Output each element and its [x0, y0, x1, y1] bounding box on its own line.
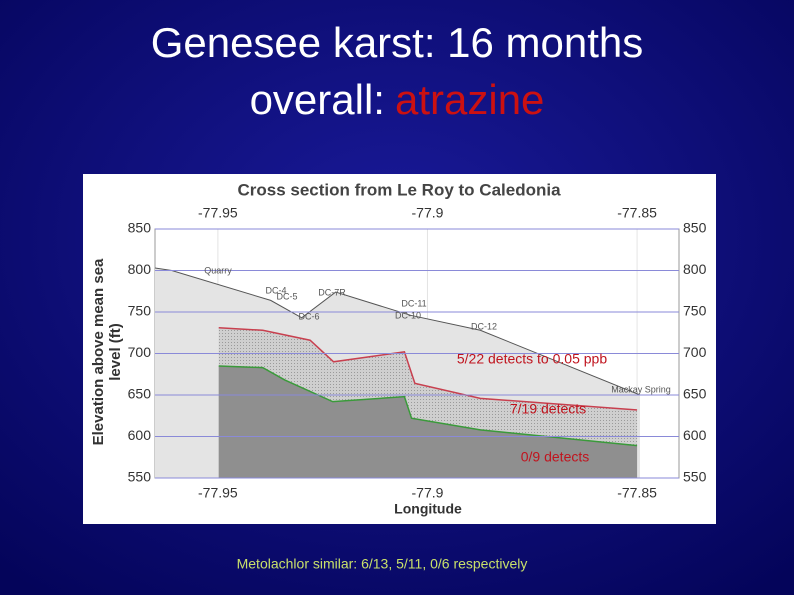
y2-tick-label: 600: [683, 427, 707, 443]
y2-tick-label: 550: [683, 469, 707, 485]
y-axis-title: Elevation above mean sea: [90, 258, 107, 445]
footer-note: Metolachlor similar: 6/13, 5/11, 0/6 res…: [237, 556, 528, 572]
annotation: 7/19 detects: [510, 401, 586, 417]
chart-title: Cross section from Le Roy to Caledonia: [237, 180, 561, 199]
x-tick-label: -77.9: [412, 205, 444, 221]
y-axis-title: level (ft): [107, 323, 124, 381]
well-label: DC-11: [401, 298, 426, 308]
slide-title: overall: atrazine: [250, 76, 545, 123]
slide-title-text: overall:: [250, 76, 385, 123]
y-tick-label: 750: [128, 303, 152, 319]
well-label: DC-4: [265, 285, 286, 295]
y2-tick-label: 650: [683, 386, 707, 402]
well-label: Mackay Spring: [611, 384, 671, 394]
slide-title-highlight: atrazine: [395, 76, 544, 123]
x-tick-label: -77.85: [617, 205, 657, 221]
well-label: Quarry: [204, 265, 232, 275]
x-tick-label: -77.95: [198, 485, 238, 501]
layer-line: [154, 267, 641, 396]
y-tick-label: 650: [128, 386, 152, 402]
layer-line: [218, 327, 638, 411]
x-axis-title: Longitude: [394, 501, 462, 517]
chart: Cross section from Le Roy to Caledonia 55…: [90, 180, 707, 516]
well-label: DC-7R: [318, 287, 346, 297]
annotation: 0/9 detects: [521, 449, 590, 465]
layer-line: [218, 365, 638, 447]
y-tick-label: 800: [128, 261, 152, 277]
well-label: DC-5: [276, 291, 297, 301]
y2-tick-label: 800: [683, 261, 707, 277]
well-label: DC-10: [395, 310, 421, 320]
y-tick-label: 600: [128, 427, 152, 443]
x-tick-label: -77.9: [412, 485, 444, 501]
y-tick-label: 850: [128, 220, 152, 236]
x-tick-label: -77.95: [198, 205, 238, 221]
y2-tick-label: 700: [683, 344, 707, 360]
well-label: DC-12: [471, 321, 497, 331]
y-tick-label: 700: [128, 344, 152, 360]
y2-tick-label: 750: [683, 303, 707, 319]
layer-area: [218, 365, 638, 478]
well-label: DC-6: [298, 311, 319, 321]
y-tick-label: 550: [128, 469, 152, 485]
slide-title: Genesee karst: 16 months: [151, 19, 644, 66]
x-tick-label: -77.85: [617, 485, 657, 501]
annotation: 5/22 detects to 0.05 ppb: [457, 351, 607, 367]
y2-tick-label: 850: [683, 220, 707, 236]
